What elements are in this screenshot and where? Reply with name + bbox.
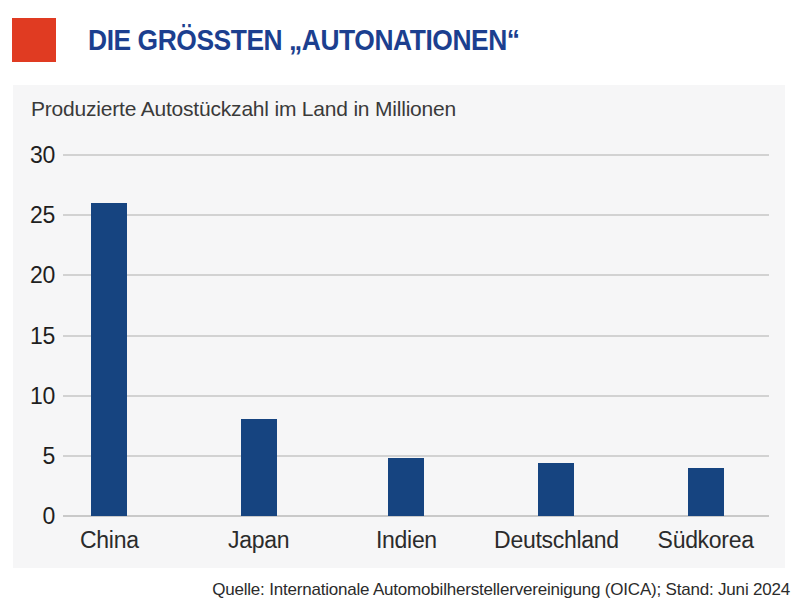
brand-accent-square <box>12 18 56 62</box>
x-axis-label-südkorea: Südkorea <box>658 527 754 554</box>
gridline-30 <box>63 154 769 156</box>
bar-indien <box>388 458 424 516</box>
infographic-page: DIE GRÖSSTEN „AUTONATIONEN“ Produzierte … <box>0 0 803 614</box>
y-tick-label-25: 25 <box>13 201 55 229</box>
page-title: DIE GRÖSSTEN „AUTONATIONEN“ <box>88 23 520 57</box>
y-axis: 0 5 10 15 20 25 30 <box>13 85 55 568</box>
gridline-25 <box>63 214 769 216</box>
bar-südkorea <box>688 468 724 516</box>
x-axis-label-japan: Japan <box>228 527 289 554</box>
y-tick-label-20: 20 <box>13 261 55 289</box>
gridline-15 <box>63 335 769 337</box>
y-tick-label-0: 0 <box>13 502 55 530</box>
gridline-10 <box>63 395 769 397</box>
x-axis-label-indien: Indien <box>376 527 437 554</box>
y-tick-label-30: 30 <box>13 141 55 169</box>
plot-area: ChinaJapanIndienDeutschlandSüdkorea <box>65 155 769 516</box>
y-tick-label-10: 10 <box>13 382 55 410</box>
chart-card: Produzierte Autostückzahl im Land in Mil… <box>13 85 785 568</box>
x-axis-label-deutschland: Deutschland <box>494 527 619 554</box>
bar-japan <box>241 419 277 516</box>
gridline-20 <box>63 274 769 276</box>
source-caption: Quelle: Internationale Automobilherstell… <box>212 580 790 600</box>
bar-china <box>91 203 127 516</box>
bar-deutschland <box>538 463 574 516</box>
chart-subtitle: Produzierte Autostückzahl im Land in Mil… <box>31 97 456 121</box>
gridline-5 <box>63 455 769 457</box>
x-axis-label-china: China <box>80 527 139 554</box>
y-tick-label-5: 5 <box>13 442 55 470</box>
y-tick-label-15: 15 <box>13 322 55 350</box>
